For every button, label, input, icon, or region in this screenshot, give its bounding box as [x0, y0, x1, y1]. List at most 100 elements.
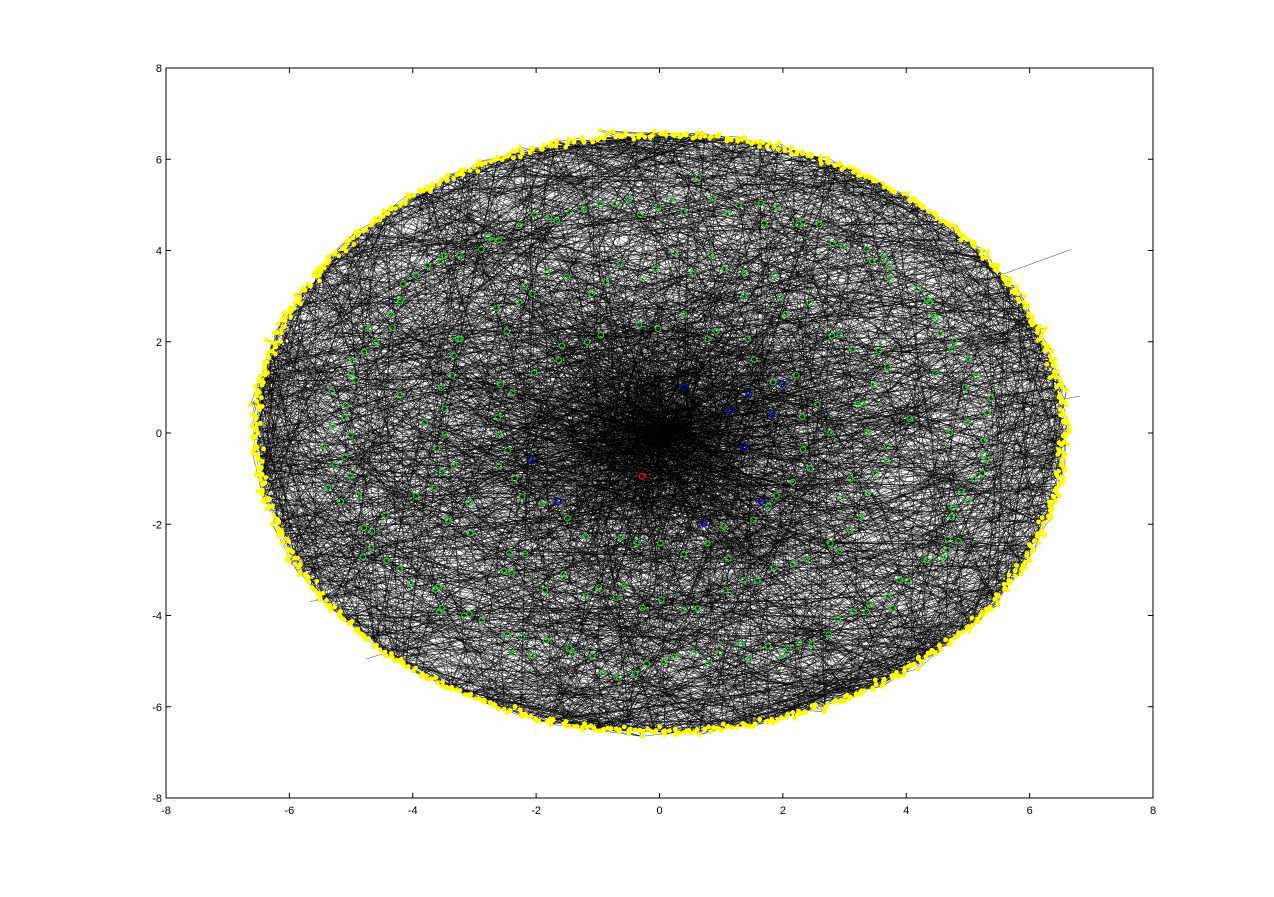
outer-node-dot — [994, 268, 1000, 274]
middle-node-marker — [690, 649, 698, 657]
outer-node-dot — [530, 146, 536, 152]
middle-node-marker — [944, 546, 951, 554]
middle-node-marker — [457, 335, 464, 343]
middle-node-marker — [661, 658, 668, 665]
middle-node-marker — [680, 208, 688, 216]
outer-node-dot — [444, 174, 450, 179]
outer-node-dot — [953, 224, 959, 229]
outer-node-dot — [901, 672, 907, 678]
outer-node-dot — [511, 155, 516, 161]
outer-node-dot — [519, 711, 525, 717]
outer-node-dot — [269, 348, 275, 354]
outer-node-dot — [292, 561, 298, 567]
outer-node-dot — [439, 683, 445, 689]
middle-node-marker — [617, 533, 625, 541]
outer-node-dot — [475, 169, 481, 174]
outer-node-dot — [411, 192, 417, 198]
outer-node-dot — [1016, 291, 1021, 296]
middle-node-marker — [328, 388, 335, 395]
outer-node-dot — [784, 714, 790, 720]
outer-node-dot — [980, 256, 986, 261]
middle-node-marker — [936, 329, 944, 337]
outer-node-dot — [1026, 311, 1032, 317]
outer-node-dot — [405, 192, 411, 197]
outer-node-dot — [683, 132, 689, 138]
outer-node-dot — [627, 726, 633, 732]
outer-node-dot — [1047, 503, 1053, 509]
outer-node-dot — [771, 719, 776, 725]
outer-node-dot — [429, 676, 434, 682]
outer-node-dot — [288, 308, 294, 314]
middle-node-marker — [441, 405, 449, 413]
middle-node-marker — [639, 274, 646, 282]
outer-node-dot — [428, 189, 433, 195]
middle-node-marker — [367, 544, 375, 551]
outer-node-dot — [257, 373, 263, 379]
middle-node-marker — [383, 557, 390, 564]
outer-node-dot — [276, 519, 282, 525]
middle-node-marker — [827, 429, 834, 437]
outer-node-dot — [960, 629, 966, 635]
node-layer — [248, 128, 1072, 739]
middle-node-marker — [580, 205, 588, 213]
middle-node-marker — [435, 608, 443, 616]
inner-node-marker — [700, 519, 708, 527]
middle-node-marker — [435, 583, 442, 591]
middle-node-marker — [438, 469, 446, 476]
middle-node-marker — [583, 338, 591, 346]
outer-node-dot — [393, 206, 398, 211]
outer-node-dot — [636, 134, 642, 140]
outer-node-dot — [512, 703, 518, 709]
y-tick-label: -4 — [152, 611, 162, 623]
outer-node-dot — [694, 727, 700, 733]
outer-node-dot — [1055, 369, 1060, 374]
ticks-layer: -8 -6 -4 -2 0 2 4 6 8 -8 -6 -4 -2 0 2 4 6 8 — [152, 63, 1156, 817]
x-tick-label: 2 — [780, 805, 786, 817]
outer-node-dot — [527, 150, 533, 156]
y-tick-label: 6 — [156, 154, 162, 166]
outer-node-dot — [305, 281, 311, 287]
inner-node-marker — [778, 380, 786, 388]
outer-node-dot — [932, 651, 938, 657]
middle-node-marker — [329, 422, 336, 430]
outer-node-dot — [617, 134, 623, 140]
middle-node-marker — [689, 270, 696, 278]
x-tick-label: 8 — [1150, 805, 1156, 817]
outer-node-dot — [1061, 474, 1066, 480]
middle-node-marker — [964, 355, 972, 362]
middle-node-marker — [799, 218, 807, 225]
outer-node-dot — [338, 615, 344, 621]
outer-node-dot — [837, 160, 843, 166]
outer-node-dot — [910, 196, 915, 202]
outer-node-dot — [790, 710, 796, 715]
middle-node-marker — [569, 650, 577, 657]
outer-node-dot — [257, 477, 263, 483]
middle-node-marker — [770, 564, 778, 571]
outer-node-dot — [911, 661, 917, 667]
outer-node-dot — [1056, 440, 1062, 446]
outer-node-dot — [708, 729, 714, 735]
outer-node-dot — [821, 709, 827, 715]
outer-node-dot — [953, 634, 958, 640]
outer-node-dot — [288, 314, 294, 320]
outer-node-dot — [328, 607, 333, 612]
middle-node-marker — [712, 327, 720, 335]
outer-node-dot — [248, 402, 253, 408]
outer-node-dot — [985, 254, 991, 260]
middle-node-marker — [324, 484, 332, 491]
outer-node-dot — [851, 167, 857, 173]
middle-node-marker — [495, 236, 503, 244]
outer-node-dot — [984, 606, 989, 612]
middle-node-marker — [588, 290, 596, 298]
middle-node-marker — [983, 409, 991, 416]
outer-node-dot — [881, 180, 886, 186]
outer-node-dot — [295, 555, 301, 561]
middle-node-marker — [887, 275, 894, 283]
outer-node-dot — [1042, 532, 1048, 538]
outer-node-dot — [933, 211, 939, 217]
outer-node-dot — [880, 679, 886, 684]
outer-node-dot — [1053, 498, 1059, 503]
middle-node-marker — [431, 484, 438, 492]
outer-node-dot — [1050, 373, 1056, 379]
outer-node-dot — [764, 144, 770, 149]
